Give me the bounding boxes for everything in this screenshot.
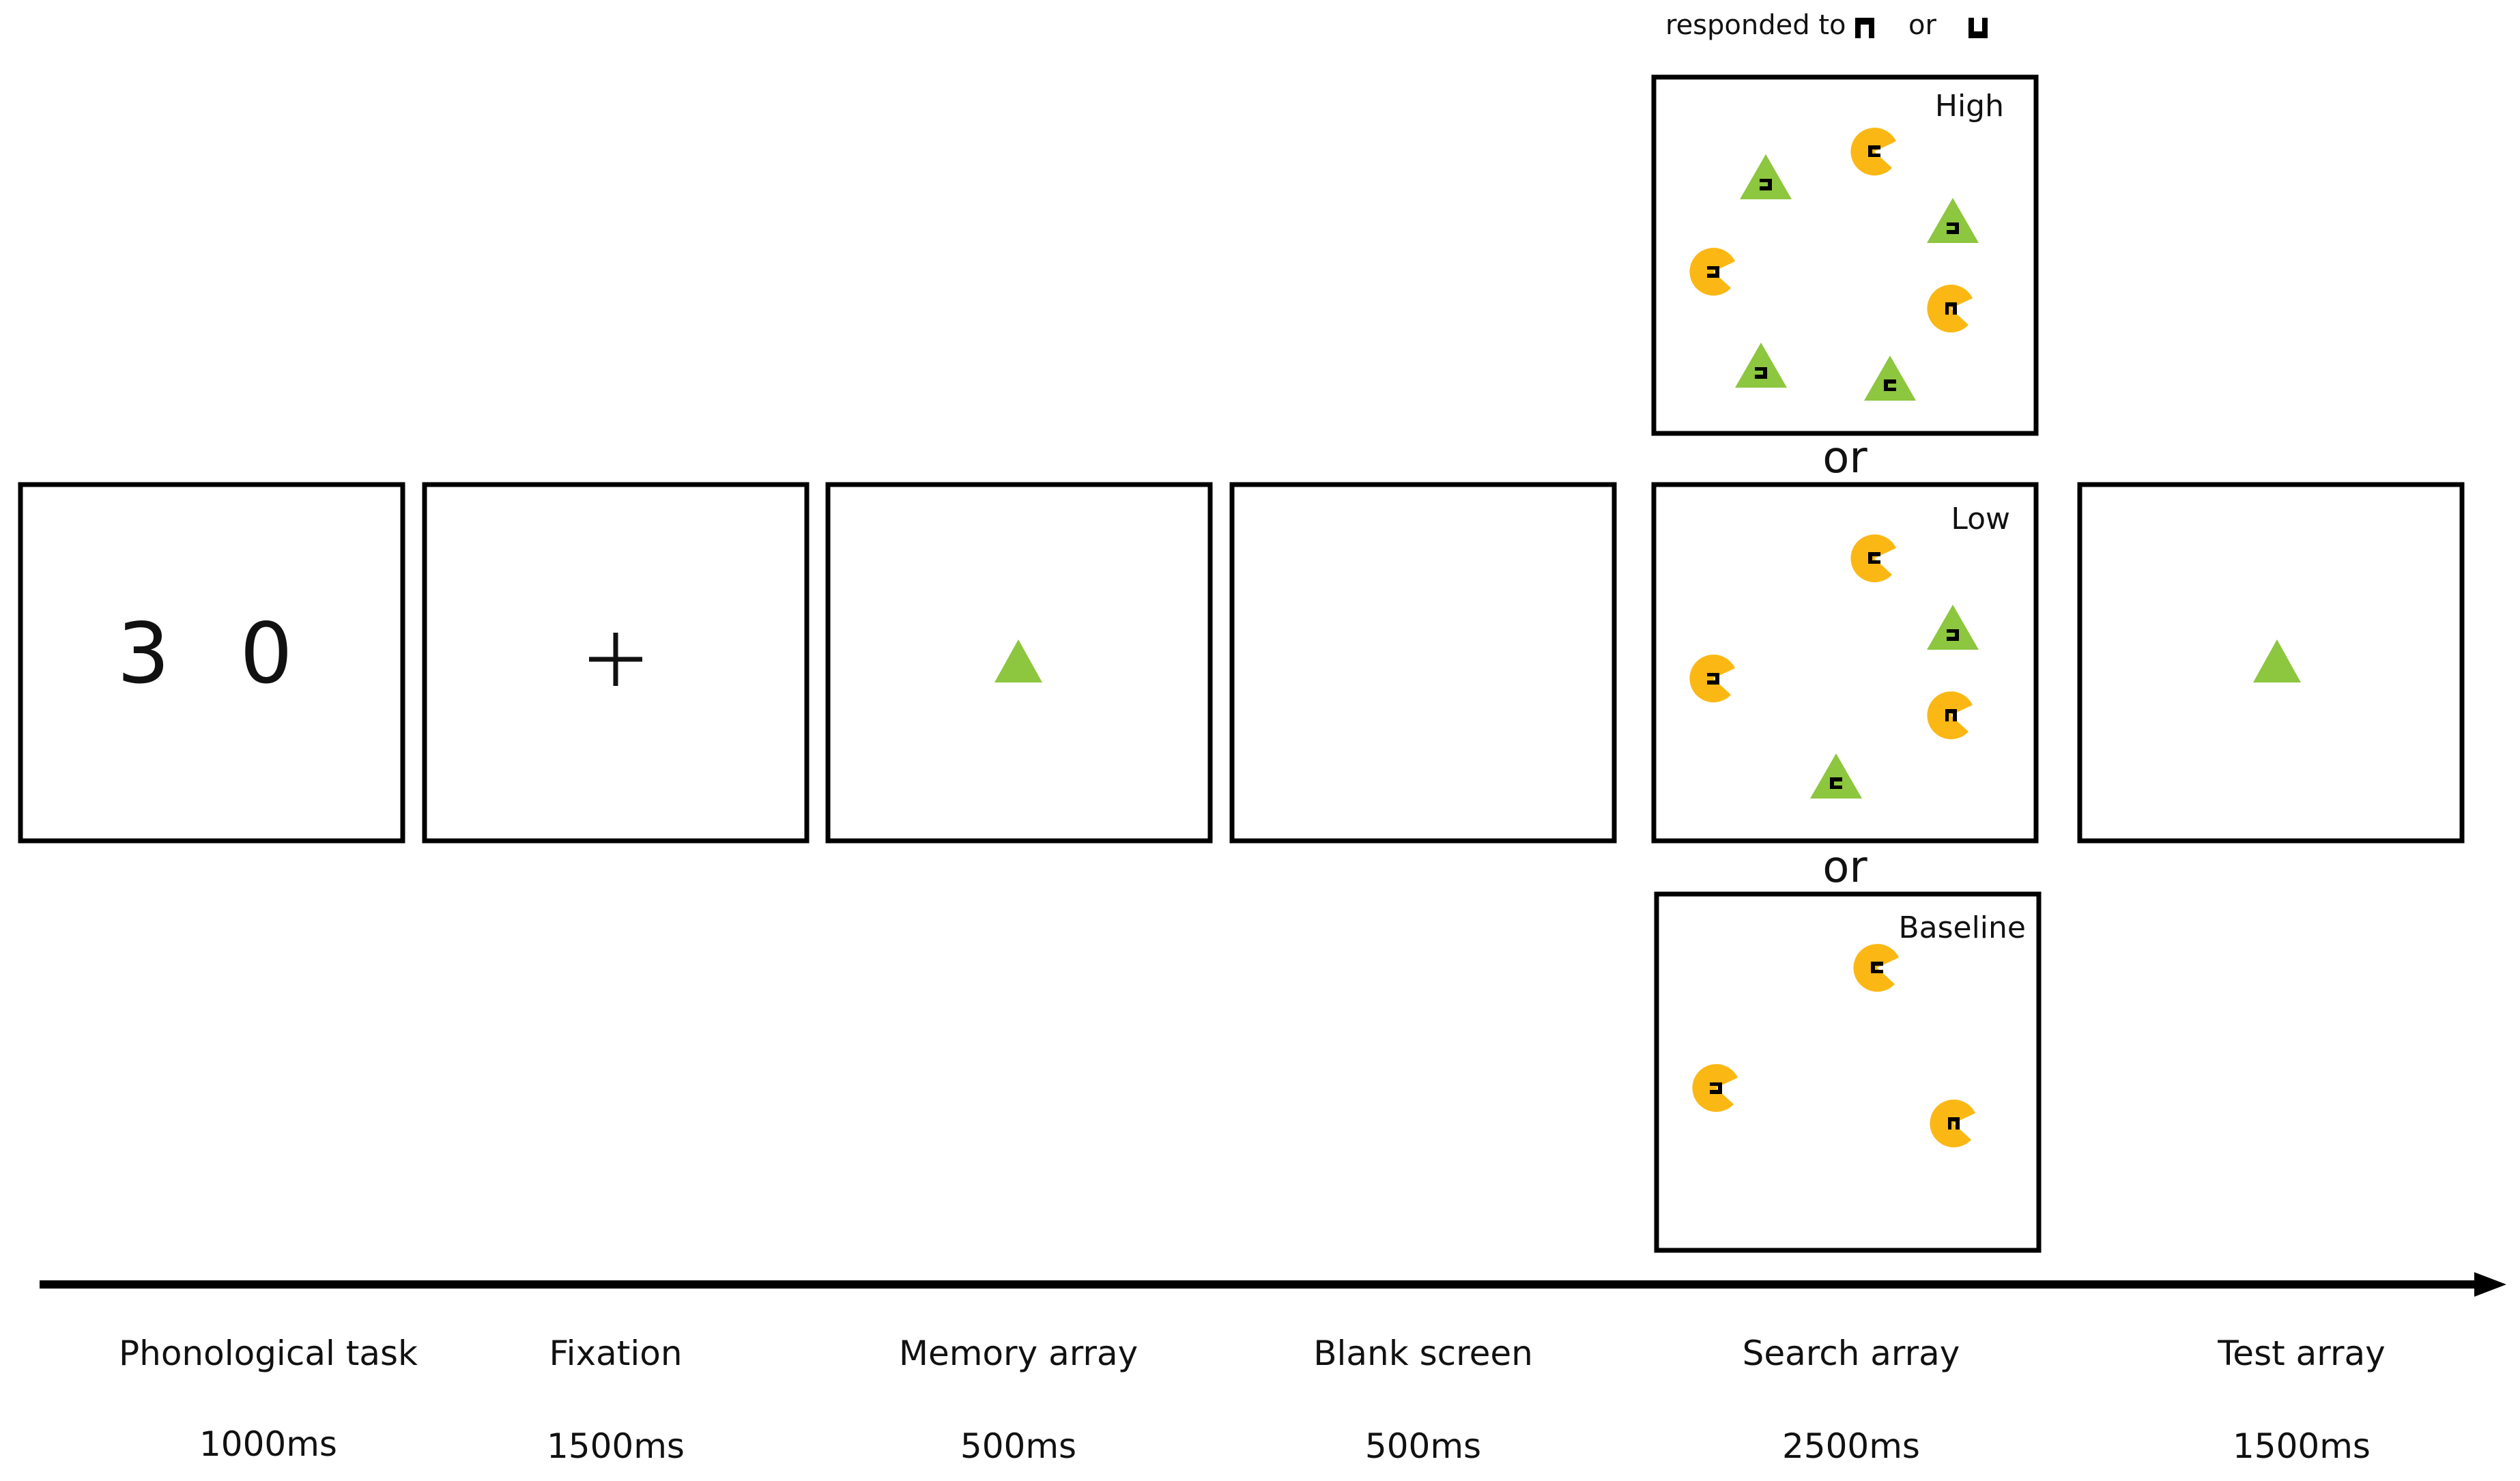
triangle-item [1735, 343, 1787, 388]
circle-item [1692, 1064, 1738, 1112]
response-legend: responded to or [1665, 10, 1988, 41]
digit-right: 0 [240, 605, 293, 702]
circle-item [1850, 534, 1896, 583]
gap-down-icon [1968, 18, 1988, 38]
search-array-low: Low [1651, 482, 2039, 844]
stage-name-memory: Memory array [899, 1334, 1138, 1373]
stage-name-fixation: Fixation [549, 1334, 682, 1373]
blank-screen [1229, 482, 1617, 844]
memory-triangle [994, 639, 1042, 682]
circle-item [1930, 1099, 1975, 1148]
triangle-item [1864, 356, 1916, 401]
circle-item [1927, 691, 1973, 740]
stage-name-search: Search array [1743, 1334, 1960, 1373]
legend-prefix: responded to [1665, 10, 1846, 41]
triangle-item [1927, 605, 1979, 650]
stage-duration-test: 1500ms [2233, 1426, 2371, 1466]
test-triangle [2253, 639, 2301, 682]
circle-item [1853, 944, 1899, 992]
triangle-item [1740, 154, 1792, 199]
search-array-baseline: Baseline [1654, 891, 2042, 1253]
timeline-labels: Phonological task 1000ms Fixation 1500ms… [119, 1334, 2386, 1466]
legend-connector: or [1908, 10, 1936, 41]
triangle-item [1810, 753, 1862, 799]
search-array-high: High [1651, 74, 2039, 436]
gap-up-icon [1855, 18, 1874, 38]
stage-name-test: Test array [2217, 1334, 2385, 1373]
stage-duration-phonological: 1000ms [199, 1424, 337, 1464]
baseline-label: Baseline [1898, 910, 2026, 945]
stage-name-phonological: Phonological task [119, 1334, 418, 1373]
circle-item [1850, 128, 1896, 176]
test-array-screen [2077, 482, 2465, 844]
circle-item [1689, 655, 1735, 703]
low-label: Low [1951, 502, 2010, 536]
fixation-screen [422, 482, 810, 844]
stage-duration-search: 2500ms [1782, 1426, 1920, 1466]
memory-array-screen [825, 482, 1213, 844]
phonological-screen: 3 0 [18, 482, 405, 844]
stage-duration-memory: 500ms [960, 1426, 1076, 1466]
timeline-arrow [40, 1272, 2506, 1297]
triangle-item [1927, 198, 1979, 243]
circle-item [1689, 248, 1735, 296]
or-separator-1: or [1822, 433, 1867, 483]
stage-duration-fixation: 1500ms [547, 1426, 685, 1466]
stage-name-blank: Blank screen [1313, 1334, 1533, 1373]
circle-item [1927, 285, 1973, 333]
stage-duration-blank: 500ms [1365, 1426, 1481, 1466]
fixation-cross [589, 633, 642, 686]
high-label: High [1935, 89, 2004, 124]
or-separator-2: or [1822, 842, 1867, 893]
digit-left: 3 [117, 605, 170, 702]
